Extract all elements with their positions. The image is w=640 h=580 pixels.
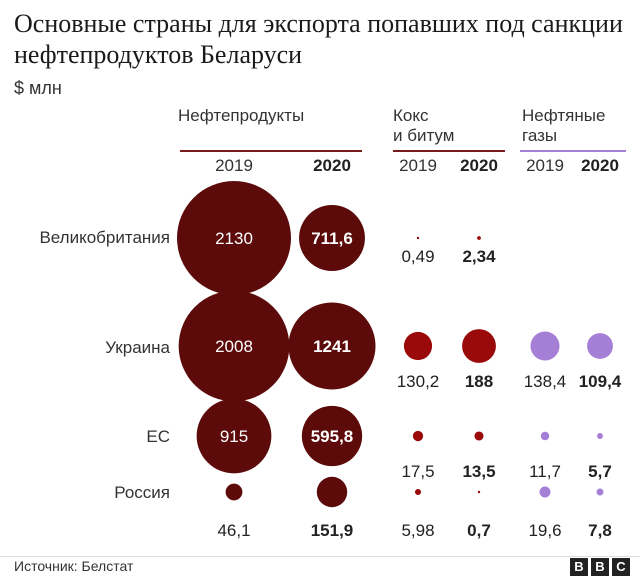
- bubble-2-2-1: [597, 433, 603, 439]
- bubble-3-0-0: [225, 483, 243, 501]
- bubble-1-0-1: [288, 302, 376, 390]
- bubble-2-1-1: [474, 431, 484, 441]
- group-header-line: газы: [522, 126, 558, 145]
- logo-letter: B: [591, 558, 609, 576]
- bubble-3-1-0: [414, 488, 422, 496]
- value-label-1-0-1: 1241: [313, 337, 351, 356]
- source-note: Источник: Белстат: [14, 558, 134, 574]
- value-label-0-1-0: 0,49: [401, 247, 434, 266]
- value-label-3-0-1: 151,9: [311, 521, 354, 540]
- footer-divider: [0, 556, 640, 557]
- value-label-3-0-0: 46,1: [217, 521, 250, 540]
- bubble-2-2-0: [540, 431, 550, 441]
- logo-letter: B: [570, 558, 588, 576]
- bubble-3-2-0: [539, 486, 551, 498]
- group-header-line: Кокс: [393, 106, 429, 125]
- value-label-0-0-0: 2130: [215, 229, 253, 248]
- year-label-2019: 2019: [526, 156, 564, 175]
- group-divider-oil-gases: [520, 150, 626, 152]
- group-header-coke-bitumen: Кокс и битум: [393, 106, 454, 146]
- bubble-0-0-1: [299, 205, 365, 271]
- bubble-0-1-0: [416, 236, 420, 240]
- bubble-chart: 2130 711,6 0,49 2,34 2008 1241 130,2 188 138,4 10…: [177, 181, 622, 540]
- group-header-line: Нефтяные: [522, 106, 606, 125]
- bubble-1-0-0: [178, 290, 290, 402]
- value-label-2-2-1: 5,7: [588, 462, 612, 481]
- value-label-1-1-0: 130,2: [397, 372, 440, 391]
- bbc-logo: B B C: [570, 558, 630, 576]
- value-label-1-0-0: 2008: [215, 337, 253, 356]
- bubble-2-1-0: [412, 430, 424, 442]
- bubble-0-0-0: [177, 181, 291, 295]
- year-label-2020: 2020: [460, 156, 498, 175]
- value-label-2-0-1: 595,8: [311, 427, 354, 446]
- group-header-oil-products: Нефтепродукты: [178, 106, 304, 126]
- logo-letter: C: [612, 558, 630, 576]
- value-label-2-1-0: 17,5: [401, 462, 434, 481]
- value-label-3-1-0: 5,98: [401, 521, 434, 540]
- year-label-2020: 2020: [313, 156, 351, 175]
- bubble-3-1-1: [477, 490, 481, 494]
- year-label-2019: 2019: [215, 156, 253, 175]
- year-label-2020: 2020: [581, 156, 619, 175]
- country-label-eu: ЕС: [146, 427, 170, 446]
- value-label-2-1-1: 13,5: [462, 462, 495, 481]
- bubble-3-0-1: [316, 476, 348, 508]
- value-label-0-1-1: 2,34: [462, 247, 496, 266]
- country-label-uk: Великобритания: [39, 228, 170, 247]
- value-label-3-2-1: 7,8: [588, 521, 612, 540]
- country-label-russia: Россия: [114, 483, 170, 502]
- bubble-2-0-1: [301, 405, 363, 467]
- bubble-0-1-1: [477, 236, 481, 240]
- value-label-1-2-0: 138,4: [524, 372, 567, 391]
- value-label-0-0-1: 711,6: [311, 229, 353, 248]
- bubble-1-2-0: [530, 331, 560, 361]
- value-label-1-2-1: 109,4: [579, 372, 622, 391]
- value-label-3-1-1: 0,7: [467, 521, 491, 540]
- value-label-2-2-0: 11,7: [529, 462, 561, 481]
- value-label-3-2-0: 19,6: [528, 521, 561, 540]
- bubble-1-1-0: [403, 331, 433, 361]
- bubble-3-2-1: [596, 488, 604, 496]
- group-divider-coke-bitumen: [393, 150, 505, 152]
- value-label-1-1-1: 188: [465, 372, 493, 391]
- bubble-1-2-1: [587, 333, 613, 359]
- group-divider-oil-products: [180, 150, 362, 152]
- country-label-ukraine: Украина: [105, 338, 170, 357]
- group-header-oil-gases: Нефтяные газы: [522, 106, 605, 146]
- year-label-2019: 2019: [399, 156, 437, 175]
- chart-title: Основные страны для экспорта попавших по…: [14, 9, 623, 69]
- value-label-2-0-0: 915: [220, 427, 248, 446]
- bubble-2-0-0: [196, 398, 272, 474]
- group-header-line: Нефтепродукты: [178, 106, 305, 125]
- unit-label: $ млн: [14, 78, 62, 98]
- group-header-line: и битум: [393, 126, 455, 145]
- bubble-1-1-1: [462, 329, 496, 363]
